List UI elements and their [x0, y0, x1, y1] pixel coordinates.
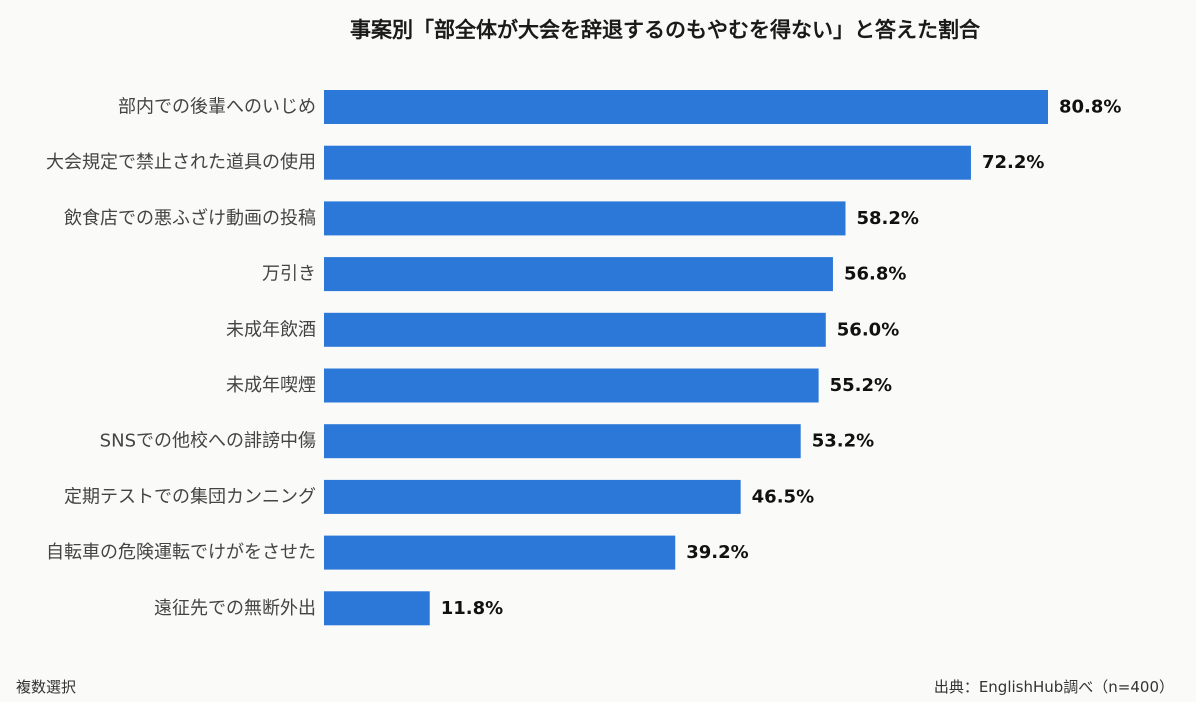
- bar-2: [324, 145, 971, 180]
- value-label-5: 56.0%: [837, 319, 899, 340]
- category-label-7: SNSでの他校への誹謗中傷: [100, 431, 316, 452]
- bars-group: 部内での後輩へのいじめ 80.8% 大会規定で禁止された道具の使用 72.2% 飲食店で…: [46, 90, 1121, 626]
- value-label-7: 53.2%: [812, 431, 874, 452]
- value-label-3: 58.2%: [856, 208, 918, 229]
- category-label-3: 飲食店での悪ふざけ動画の投稿: [64, 207, 316, 229]
- bar-6: [324, 368, 819, 403]
- bar-10: [324, 591, 430, 626]
- value-label-9: 39.2%: [686, 542, 748, 563]
- value-label-2: 72.2%: [982, 152, 1044, 173]
- footnote-source: 出典：EnglishHub調べ（n=400）: [933, 678, 1174, 696]
- category-label-9: 自転車の危険運転でけがをさせた: [46, 542, 316, 563]
- value-label-10: 11.8%: [441, 598, 503, 619]
- category-label-6: 未成年喫煙: [226, 375, 316, 396]
- category-label-4: 万引き: [262, 264, 316, 285]
- bar-4: [324, 257, 833, 292]
- value-label-1: 80.8%: [1059, 97, 1121, 118]
- bar-1: [324, 90, 1048, 124]
- value-label-4: 56.8%: [844, 264, 906, 285]
- chart-title: 事案別「部全体が大会を辞退するのもやむを得ない」と答えた割合: [350, 18, 980, 42]
- value-label-8: 46.5%: [752, 486, 814, 507]
- footnote-multiple-choice: 複数選択: [16, 678, 77, 696]
- category-label-2: 大会規定で禁止された道具の使用: [46, 152, 316, 173]
- category-label-1: 部内での後輩へのいじめ: [118, 97, 316, 118]
- category-label-5: 未成年飲酒: [226, 319, 316, 340]
- category-label-10: 遠征先での無断外出: [154, 598, 316, 619]
- category-label-8: 定期テストでの集団カンニング: [64, 486, 316, 507]
- bar-9: [324, 535, 676, 570]
- bar-8: [324, 479, 741, 514]
- bar-3: [324, 201, 846, 236]
- bar-5: [324, 312, 826, 347]
- bar-7: [324, 424, 801, 459]
- value-label-6: 55.2%: [830, 375, 892, 396]
